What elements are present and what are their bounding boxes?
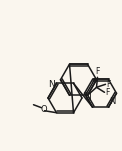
Text: F: F xyxy=(107,80,111,89)
Text: F: F xyxy=(106,88,110,97)
Text: F: F xyxy=(95,67,100,76)
Text: N: N xyxy=(48,80,55,89)
Text: N: N xyxy=(110,97,116,106)
Text: N: N xyxy=(84,93,91,103)
Text: O: O xyxy=(40,105,47,114)
